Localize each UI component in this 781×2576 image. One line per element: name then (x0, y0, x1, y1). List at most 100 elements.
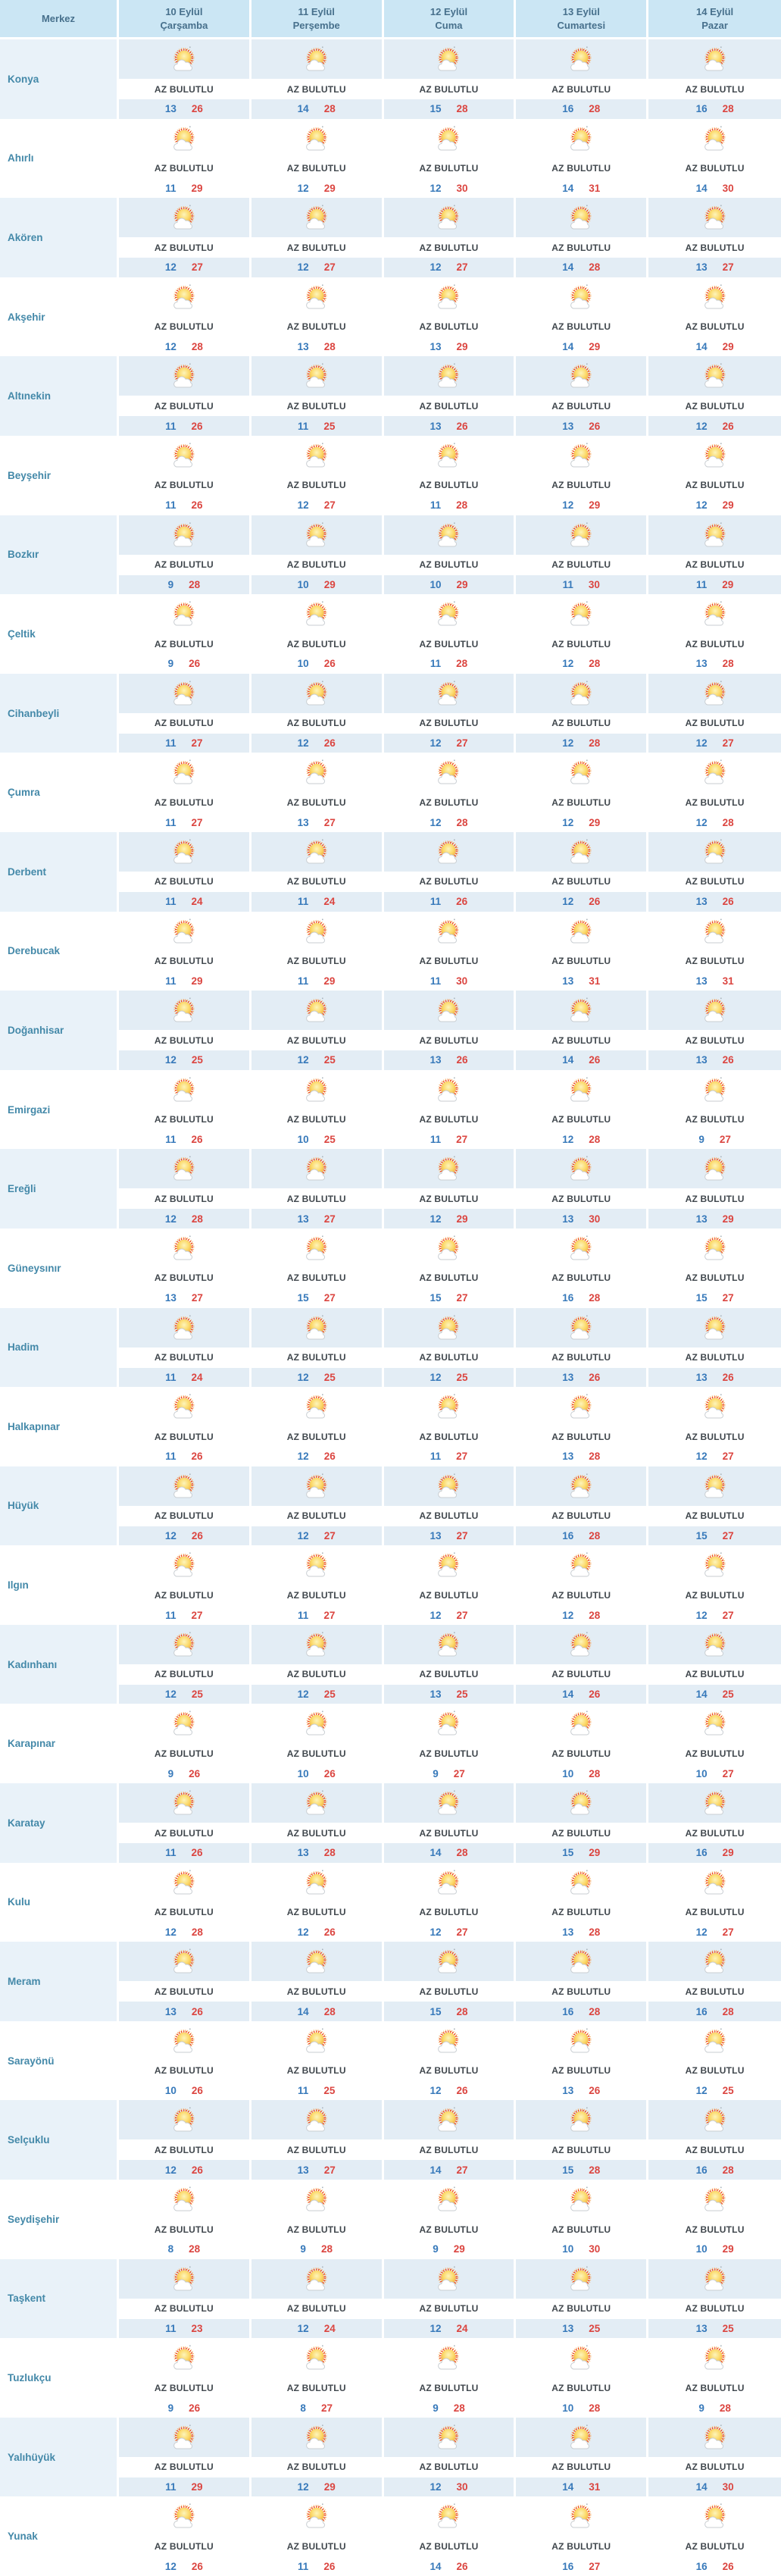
min-temp: 11 (298, 2085, 309, 2097)
min-temp: 13 (695, 261, 708, 274)
weather-icon-band (648, 277, 781, 317)
min-temp: 12 (695, 499, 708, 512)
temperature-band: 13 28 (251, 1843, 382, 1863)
weather-icon-band (119, 673, 249, 713)
temperature-band: 14 26 (383, 2556, 514, 2576)
max-temp: 26 (722, 896, 734, 908)
temperature-band: 13 27 (251, 812, 382, 832)
weather-icon-band (119, 991, 249, 1031)
weather-icon-band (119, 515, 249, 555)
condition-label: AZ BULUTLU (383, 2298, 514, 2319)
temperature-band: 12 25 (251, 1050, 382, 1070)
condition-label: AZ BULUTLU (648, 1347, 781, 1368)
sun-behind-small-cloud-icon (438, 1711, 460, 1736)
min-temp: 11 (165, 1847, 177, 1859)
max-temp: 25 (722, 2085, 734, 2097)
header-date: 11 Eylül (298, 6, 335, 17)
header-day-cell: 10 Eylül Çarşamba (119, 0, 251, 37)
weather-icon-band (251, 1307, 382, 1347)
max-temp: 26 (456, 420, 468, 432)
table-row: Ahırlı AZ BULUTLU 11 29 (0, 118, 781, 199)
min-temp: 12 (430, 1926, 442, 1938)
sun-behind-small-cloud-icon (438, 284, 460, 309)
weather-icon-band (251, 1862, 382, 1902)
district-name: Tuzlukçu (0, 2338, 119, 2418)
sun-behind-small-cloud-icon (570, 1948, 592, 1973)
day-cell: AZ BULUTLU 11 30 (516, 515, 649, 595)
weather-icon-band (516, 1545, 647, 1585)
sun-behind-small-cloud-icon (305, 1315, 327, 1339)
weather-icon-band (648, 1783, 781, 1823)
max-temp: 28 (589, 261, 601, 274)
min-temp: 11 (562, 578, 573, 590)
weather-icon-band (251, 1228, 382, 1268)
weather-icon-band (119, 277, 249, 317)
min-temp: 12 (297, 737, 309, 750)
sun-behind-small-cloud-icon (704, 1156, 726, 1181)
temperature-band: 13 26 (516, 2080, 647, 2101)
condition-label: AZ BULUTLU (251, 950, 382, 972)
max-temp: 28 (189, 578, 201, 590)
max-temp: 28 (722, 658, 734, 670)
min-temp: 12 (297, 261, 309, 274)
day-cell: AZ BULUTLU 15 27 (251, 1228, 384, 1308)
day-cell: AZ BULUTLU 12 29 (648, 435, 781, 515)
weather-icon-band (516, 673, 647, 713)
sun-behind-small-cloud-icon (438, 2503, 460, 2528)
weather-icon-band (516, 2100, 647, 2140)
min-temp: 13 (297, 341, 309, 353)
day-cell: AZ BULUTLU 10 28 (516, 2338, 649, 2418)
max-temp: 31 (589, 975, 601, 987)
day-cell: AZ BULUTLU 16 28 (648, 1942, 781, 2021)
min-temp: 14 (695, 341, 708, 353)
temperature-band: 12 27 (648, 1922, 781, 1942)
max-temp: 27 (456, 1292, 468, 1304)
district-name: Kulu (0, 1862, 119, 1942)
condition-label: AZ BULUTLU (516, 2377, 647, 2399)
max-temp: 25 (456, 1689, 468, 1701)
temperature-band: 13 30 (516, 1209, 647, 1229)
sun-behind-small-cloud-icon (570, 126, 592, 151)
condition-label: AZ BULUTLU (383, 2060, 514, 2081)
weather-icon-band (516, 356, 647, 396)
temperature-band: 13 26 (383, 416, 514, 436)
min-temp: 15 (297, 1292, 309, 1304)
min-temp: 8 (300, 2402, 306, 2414)
max-temp: 26 (191, 1847, 203, 1859)
sun-behind-small-cloud-icon (438, 601, 460, 626)
max-temp: 27 (722, 1292, 734, 1304)
condition-label: AZ BULUTLU (516, 554, 647, 575)
sun-behind-small-cloud-icon (570, 284, 592, 309)
max-temp: 28 (589, 737, 601, 750)
condition-label: AZ BULUTLU (516, 1981, 647, 2002)
min-temp: 14 (695, 182, 708, 194)
max-temp: 26 (323, 737, 336, 750)
max-temp: 26 (323, 2560, 336, 2572)
condition-label: AZ BULUTLU (516, 1664, 647, 1685)
min-temp: 13 (562, 975, 574, 987)
condition-label: AZ BULUTLU (516, 1426, 647, 1448)
temperature-band: 11 30 (516, 574, 647, 595)
temperature-band: 13 31 (648, 971, 781, 991)
weather-icon-band (119, 39, 249, 79)
weather-icon-band (119, 1545, 249, 1585)
temperature-band: 12 28 (516, 1129, 647, 1150)
max-temp: 28 (589, 2402, 601, 2414)
max-temp: 27 (456, 2164, 468, 2176)
min-temp: 16 (562, 1529, 574, 1542)
condition-label: AZ BULUTLU (648, 871, 781, 892)
weather-icon-band (516, 991, 647, 1031)
temperature-band: 15 27 (648, 1526, 781, 1546)
temperature-band: 12 26 (251, 1447, 382, 1466)
min-temp: 13 (297, 1213, 309, 1225)
temperature-band: 9 28 (119, 574, 249, 595)
weather-icon-band (251, 1624, 382, 1664)
temperature-band: 12 28 (516, 1605, 647, 1625)
min-temp: 16 (562, 2560, 574, 2572)
condition-label: AZ BULUTLU (648, 1426, 781, 1448)
sun-behind-small-cloud-icon (438, 919, 460, 944)
weather-icon-band (516, 831, 647, 872)
max-temp: 25 (589, 2322, 601, 2334)
max-temp: 29 (456, 578, 468, 590)
max-temp: 27 (323, 1529, 336, 1542)
